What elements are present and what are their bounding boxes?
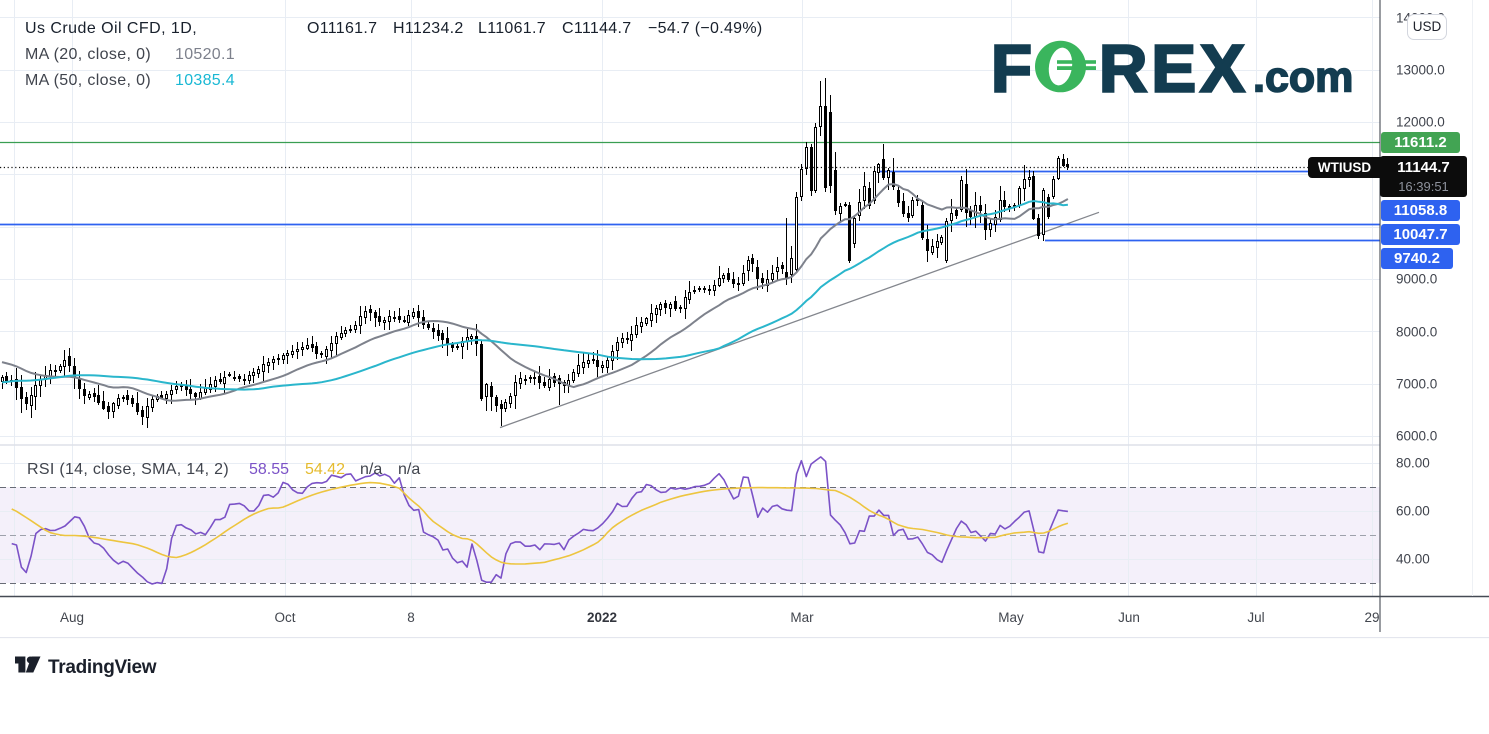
svg-text:REX: REX <box>1099 32 1249 99</box>
svg-text:F: F <box>991 32 1032 99</box>
svg-text:.com: .com <box>1253 54 1353 99</box>
svg-text:TradingView: TradingView <box>48 657 157 678</box>
